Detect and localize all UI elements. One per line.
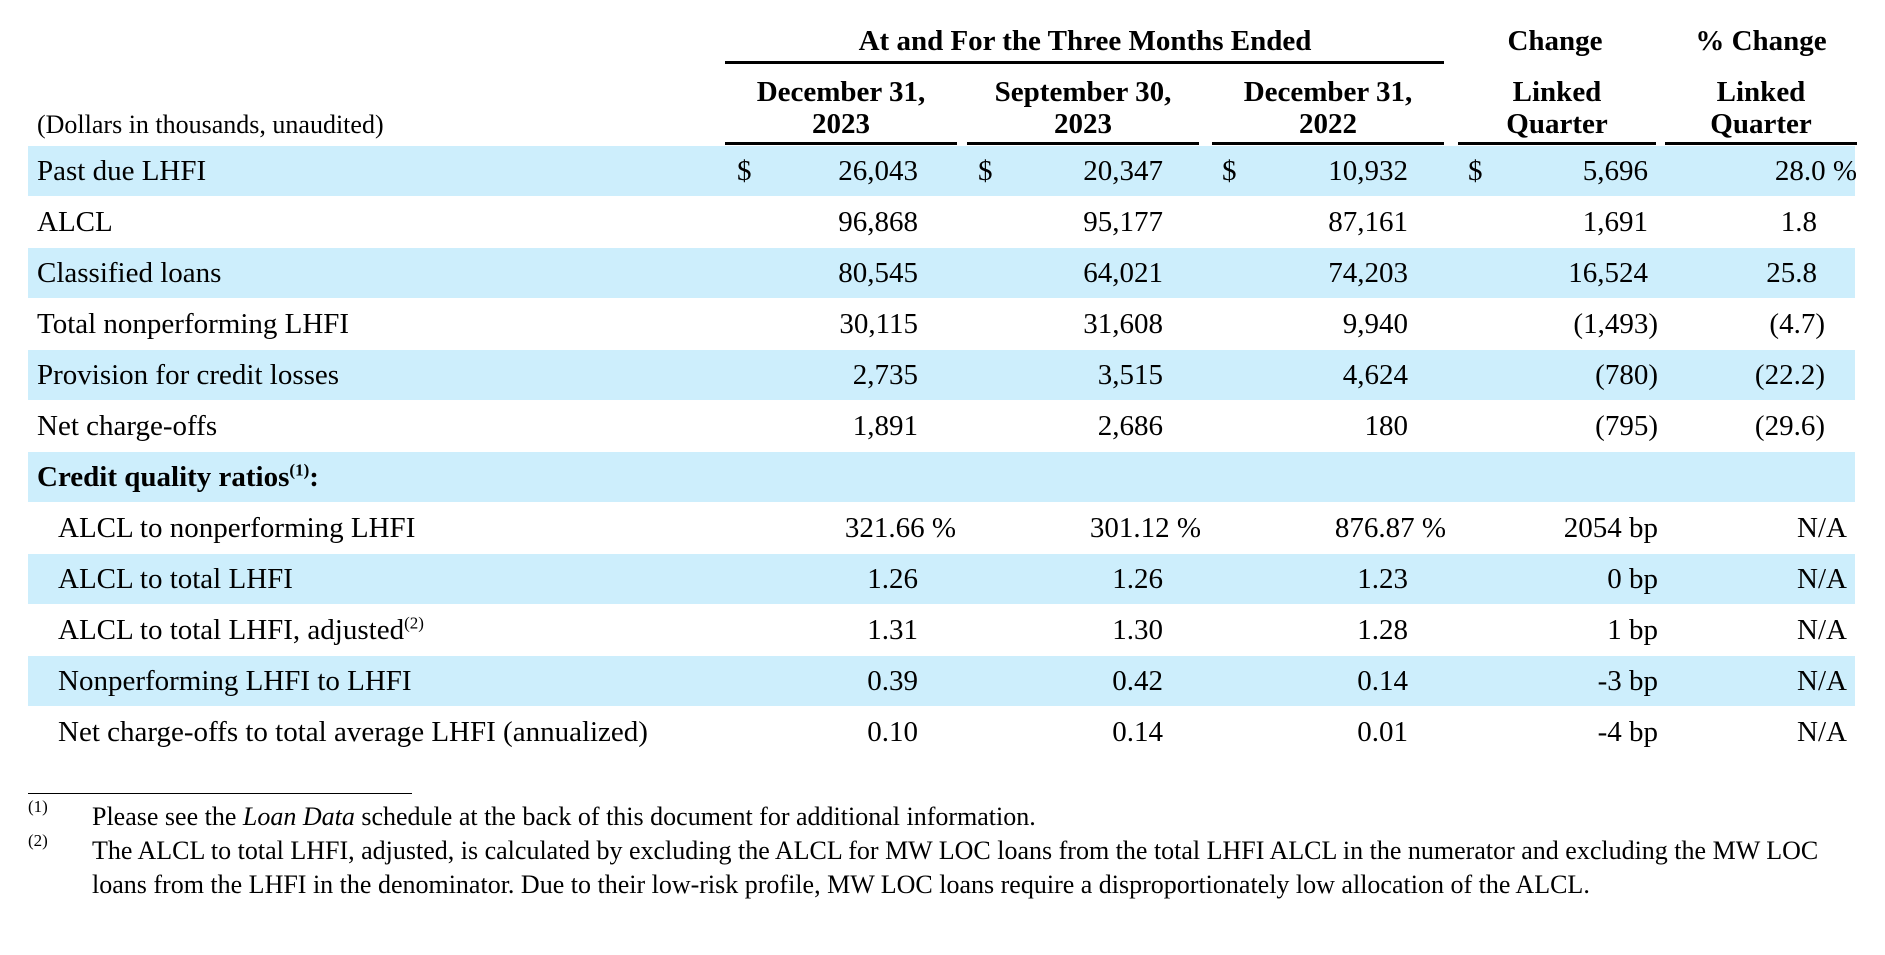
col-header-dec-2022: December 31, 2022 <box>1243 76 1413 140</box>
change-header: Change <box>1507 25 1603 57</box>
cell-c3: 74,203 <box>1328 257 1408 289</box>
currency-symbol: $ <box>978 155 993 187</box>
cell-pct: N/A <box>1797 614 1847 646</box>
cell-c2: 3,515 <box>1097 359 1163 391</box>
row-label: ALCL to total LHFI, adjusted(2) <box>58 613 424 646</box>
footnote-2-mark: (2) <box>28 831 48 850</box>
col-rule-4 <box>1458 142 1656 145</box>
col-rule-3 <box>1212 142 1444 145</box>
cell-c3: 87,161 <box>1328 206 1408 238</box>
cell-chg: 16,524 <box>1568 257 1648 289</box>
cell-c2: 301.12 % <box>1089 512 1201 544</box>
group-header: At and For the Three Months Ended <box>858 25 1312 57</box>
row-label: Total nonperforming LHFI <box>37 308 350 340</box>
cell-c2: 95,177 <box>1083 206 1163 238</box>
cell-c3: 0.14 <box>1357 665 1408 697</box>
cell-c1: 1.26 <box>867 563 918 595</box>
cell-pct: N/A <box>1797 665 1847 697</box>
cell-c1: 1.31 <box>867 614 918 646</box>
cell-c2: 20,347 <box>1083 155 1163 187</box>
row-label: ALCL <box>37 206 113 238</box>
cell-c1: 1,891 <box>852 410 918 442</box>
row-label: ALCL to nonperforming LHFI <box>58 512 416 544</box>
footnote-rule <box>28 793 412 794</box>
cell-chg: -3 bp <box>1597 665 1658 697</box>
cell-c2: 0.14 <box>1112 716 1163 748</box>
currency-symbol: $ <box>737 155 752 187</box>
cell-chg: (1,493) <box>1573 308 1658 340</box>
cell-chg: 2054 bp <box>1563 512 1658 544</box>
cell-chg: (780) <box>1595 359 1658 391</box>
row-shading <box>28 350 1855 400</box>
section-label: Credit quality ratios(1): <box>37 460 319 493</box>
cell-chg: -4 bp <box>1597 716 1658 748</box>
col-rule-1 <box>725 142 957 145</box>
currency-symbol: $ <box>1222 155 1237 187</box>
cell-c3: 4,624 <box>1342 359 1408 391</box>
row-label: Past due LHFI <box>37 155 207 187</box>
cell-pct: 28.0 % <box>1774 155 1857 187</box>
cell-c2: 1.26 <box>1112 563 1163 595</box>
cell-pct: (4.7) <box>1769 308 1825 340</box>
group-header-rule <box>725 61 1444 64</box>
row-shading <box>28 554 1855 604</box>
cell-c3: 1.23 <box>1357 563 1408 595</box>
cell-chg: 0 bp <box>1607 563 1658 595</box>
col-header-dec-2023: December 31, 2023 <box>756 76 926 140</box>
cell-c2: 0.42 <box>1112 665 1163 697</box>
col-rule-5 <box>1665 142 1857 145</box>
row-shading <box>28 146 1855 196</box>
row-shading <box>28 452 1855 502</box>
cell-pct: 1.8 <box>1780 206 1817 238</box>
cell-c1: 321.66 % <box>844 512 956 544</box>
cell-chg: (795) <box>1595 410 1658 442</box>
cell-c3: 1.28 <box>1357 614 1408 646</box>
row-shading <box>28 656 1855 706</box>
cell-c1: 0.10 <box>867 716 918 748</box>
cell-c3: 9,940 <box>1342 308 1408 340</box>
cell-c2: 64,021 <box>1083 257 1163 289</box>
cell-chg: 1 bp <box>1607 614 1658 646</box>
footnote-1-text: Please see the Loan Data schedule at the… <box>92 802 1036 831</box>
row-label: Classified loans <box>37 257 222 289</box>
cell-pct: (22.2) <box>1754 359 1825 391</box>
cell-c3: 0.01 <box>1357 716 1408 748</box>
row-label: ALCL to total LHFI <box>58 563 293 595</box>
cell-pct: (29.6) <box>1754 410 1825 442</box>
cell-c1: 30,115 <box>839 308 918 340</box>
cell-chg: 1,691 <box>1582 206 1648 238</box>
footnote-ref: (1) <box>289 460 310 480</box>
cell-pct: 25.8 <box>1766 257 1817 289</box>
cell-c2: 31,608 <box>1083 308 1163 340</box>
cell-pct: N/A <box>1797 716 1847 748</box>
row-label: Net charge-offs to total average LHFI (a… <box>58 716 648 748</box>
cell-c2: 1.30 <box>1112 614 1163 646</box>
cell-c3: 876.87 % <box>1334 512 1446 544</box>
cell-chg: 5,696 <box>1582 155 1648 187</box>
row-shading <box>28 248 1855 298</box>
cell-c1: 80,545 <box>838 257 918 289</box>
cell-c1: 0.39 <box>867 665 918 697</box>
col-header-pct-change: Linked Quarter <box>1710 76 1812 140</box>
units-note: (Dollars in thousands, unaudited) <box>37 110 384 139</box>
cell-c1: 26,043 <box>838 155 918 187</box>
col-rule-2 <box>967 142 1199 145</box>
footnote-ref: (2) <box>404 613 424 633</box>
row-label: Net charge-offs <box>37 410 218 442</box>
cell-c3: 10,932 <box>1328 155 1408 187</box>
footnote-2-text: The ALCL to total LHFI, adjusted, is cal… <box>92 836 1819 899</box>
col-header-sep-2023: September 30, 2023 <box>994 76 1172 140</box>
col-header-change: Linked Quarter <box>1506 76 1608 140</box>
row-label: Provision for credit losses <box>37 359 340 391</box>
cell-c1: 2,735 <box>852 359 918 391</box>
cell-c1: 96,868 <box>838 206 918 238</box>
currency-symbol: $ <box>1468 155 1483 187</box>
pct-change-header: % Change <box>1695 25 1827 57</box>
cell-pct: N/A <box>1797 512 1847 544</box>
row-label: Nonperforming LHFI to LHFI <box>58 665 412 697</box>
cell-c2: 2,686 <box>1097 410 1163 442</box>
cell-c3: 180 <box>1364 410 1409 442</box>
cell-pct: N/A <box>1797 563 1847 595</box>
footnote-1-mark: (1) <box>28 797 48 816</box>
